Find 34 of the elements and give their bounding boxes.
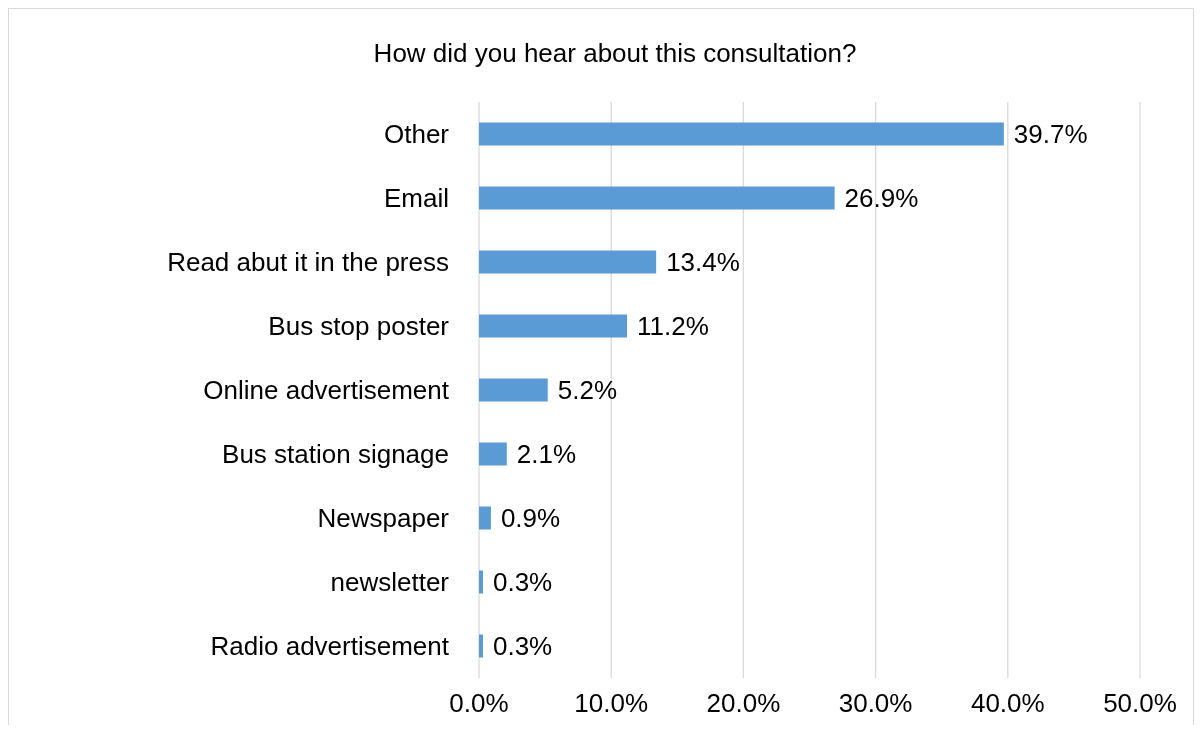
- x-tick-label: 40.0%: [970, 688, 1045, 718]
- bar: [479, 570, 483, 594]
- data-label: 39.7%: [1013, 119, 1088, 150]
- data-label: 13.4%: [666, 247, 740, 278]
- data-label: 26.9%: [844, 183, 919, 214]
- bar: [479, 314, 628, 338]
- y-tick-label: newsletter: [330, 567, 450, 598]
- bar: [479, 506, 491, 530]
- data-label: 0.3%: [492, 631, 553, 662]
- y-tick-label: Email: [383, 183, 449, 214]
- data-label: 0.9%: [500, 503, 561, 534]
- y-tick-label: Bus station signage: [222, 439, 449, 470]
- x-tick-label: 10.0%: [574, 688, 649, 718]
- bar: [479, 442, 507, 466]
- data-label: 0.3%: [492, 567, 553, 598]
- bar: [479, 186, 835, 210]
- x-tick-label: 50.0%: [1103, 688, 1177, 718]
- data-label: 2.1%: [516, 439, 577, 470]
- y-tick-label: Radio advertisement: [210, 631, 450, 662]
- y-tick-label: Newspaper: [317, 503, 450, 534]
- y-tick-label: Read abut it in the press: [167, 247, 449, 278]
- bar: [479, 378, 548, 402]
- x-tick-label: 20.0%: [706, 688, 781, 718]
- data-label: 5.2%: [557, 375, 618, 406]
- bar: [479, 250, 657, 274]
- y-tick-label: Bus stop poster: [268, 311, 450, 342]
- x-tick-label: 0.0%: [449, 688, 509, 718]
- data-label: 11.2%: [637, 311, 709, 342]
- bar: [479, 634, 483, 658]
- x-tick-label: 30.0%: [838, 688, 913, 718]
- bar: [479, 122, 1004, 146]
- chart-title: How did you hear about this consultation?: [373, 38, 857, 68]
- y-tick-label: Online advertisement: [203, 375, 450, 406]
- y-tick-label: Other: [383, 119, 450, 150]
